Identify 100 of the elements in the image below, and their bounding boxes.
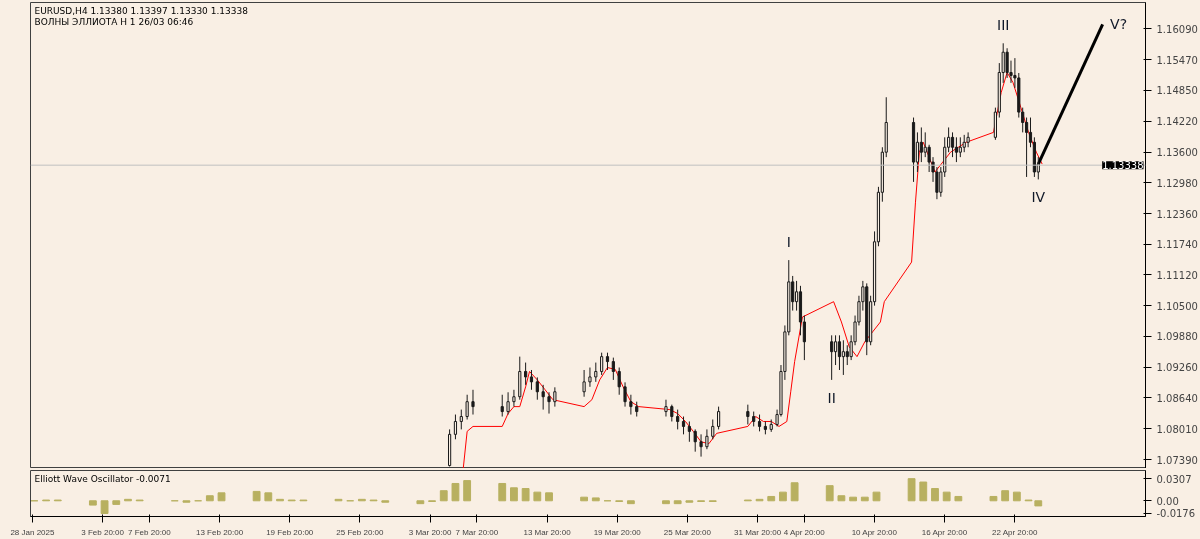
candlestick (594, 362, 598, 383)
y-tick-label: -0.0176 (1156, 508, 1196, 520)
candlestick (600, 352, 604, 376)
candlestick (950, 131, 955, 158)
bar (919, 481, 928, 502)
candlestick (582, 369, 586, 398)
candlestick (958, 136, 962, 158)
candlestick (623, 381, 627, 408)
bar (626, 500, 635, 505)
ref-line-label: 1.13338 (1102, 160, 1144, 172)
candlestick (541, 384, 545, 411)
y-tick-label: 1.07390 (1156, 454, 1198, 466)
candlestick (547, 391, 551, 415)
bar (1034, 500, 1043, 507)
bar (521, 488, 530, 502)
candlestick (629, 394, 633, 416)
candlestick (833, 334, 838, 366)
y-tick-label: 1.08010 (1156, 423, 1198, 435)
x-tick-label: 7 Mar 20:00 (455, 527, 499, 537)
bar (252, 490, 261, 502)
candlestick (459, 409, 463, 430)
candlestick (588, 367, 592, 388)
bar (100, 500, 109, 514)
bar (591, 497, 600, 502)
candlestick (705, 428, 709, 450)
x-tick-label: 19 Mar 20:00 (593, 527, 642, 537)
y-tick-label: 0.0307 (1156, 473, 1192, 485)
bar (463, 480, 472, 502)
candlestick (1005, 47, 1009, 79)
y-tick-label: 1.14220 (1156, 116, 1198, 128)
candlestick (845, 344, 849, 366)
bar (954, 495, 963, 502)
candlestick (512, 389, 516, 408)
bar (112, 500, 121, 505)
y-tick-label: 1.09260 (1156, 362, 1198, 374)
candlestick (711, 418, 715, 440)
y-tick-label: 1.12980 (1156, 177, 1198, 189)
x-tick-label: 3 Feb 20:00 (81, 527, 125, 537)
bar (217, 492, 226, 502)
bar (673, 500, 682, 505)
x-tick-label: 10 Apr 20:00 (851, 527, 898, 537)
bar (1012, 491, 1021, 502)
candlestick (617, 367, 621, 396)
x-tick-label: 28 Jan 2025 (10, 527, 56, 537)
candlestick (465, 394, 469, 420)
candlestick (919, 126, 923, 163)
x-tick-label: 25 Mar 20:00 (663, 527, 712, 537)
candlestick (535, 376, 539, 401)
bar (860, 496, 869, 502)
bar (989, 495, 998, 502)
bar (1001, 490, 1010, 502)
annotation: I (786, 234, 791, 251)
bar (790, 482, 799, 502)
candlestick (954, 136, 959, 163)
y-tick-label: 1.16090 (1156, 23, 1198, 35)
y-tick-label: 1.11120 (1156, 269, 1198, 281)
candlestick (529, 369, 534, 391)
bar (264, 492, 273, 502)
chart-title: EURUSD,H4 1.13380 1.13397 1.13330 1.13338 (34, 5, 249, 16)
candlestick (453, 414, 458, 440)
bar (510, 487, 518, 502)
candlestick (611, 357, 615, 381)
bar (439, 490, 448, 502)
x-tick-label: 25 Feb 20:00 (336, 527, 385, 537)
annotation: IV (1031, 189, 1046, 206)
candlestick (676, 409, 680, 430)
bar (931, 488, 939, 502)
bar (662, 500, 670, 505)
candlestick (687, 420, 691, 443)
annotation: V? (1110, 16, 1128, 33)
x-tick-label: 16 Apr 20:00 (921, 527, 968, 537)
bar (942, 491, 951, 502)
candlestick (471, 389, 475, 416)
bar (825, 485, 834, 502)
y-tick-label: 1.10500 (1156, 300, 1198, 312)
x-tick-label: 19 Feb 20:00 (266, 527, 314, 537)
bar (451, 482, 460, 502)
bar (837, 495, 846, 502)
annotation: III (997, 17, 1010, 34)
candlestick (506, 391, 510, 416)
bar (533, 491, 542, 502)
bar (205, 495, 214, 502)
candlestick (717, 406, 721, 430)
x-tick-label: 13 Mar 20:00 (523, 527, 572, 537)
bar (872, 491, 881, 502)
candlestick (830, 334, 834, 381)
y-tick-label: 1.08640 (1156, 392, 1198, 404)
candlestick (664, 399, 668, 418)
bar (416, 500, 425, 505)
chart-title: Elliott Wave Oscillator -0.0071 (34, 473, 171, 484)
bar (545, 492, 553, 502)
y-tick-label: 1.11740 (1156, 239, 1198, 251)
bar (849, 496, 858, 502)
y-tick-label: 1.13600 (1156, 147, 1198, 159)
bar (779, 491, 787, 502)
candlestick (746, 404, 750, 425)
bar (767, 495, 776, 502)
candlestick (699, 433, 703, 458)
x-tick-label: 31 Mar 20:00 (734, 527, 782, 537)
x-tick-label: 3 Mar 20:00 (408, 527, 452, 537)
